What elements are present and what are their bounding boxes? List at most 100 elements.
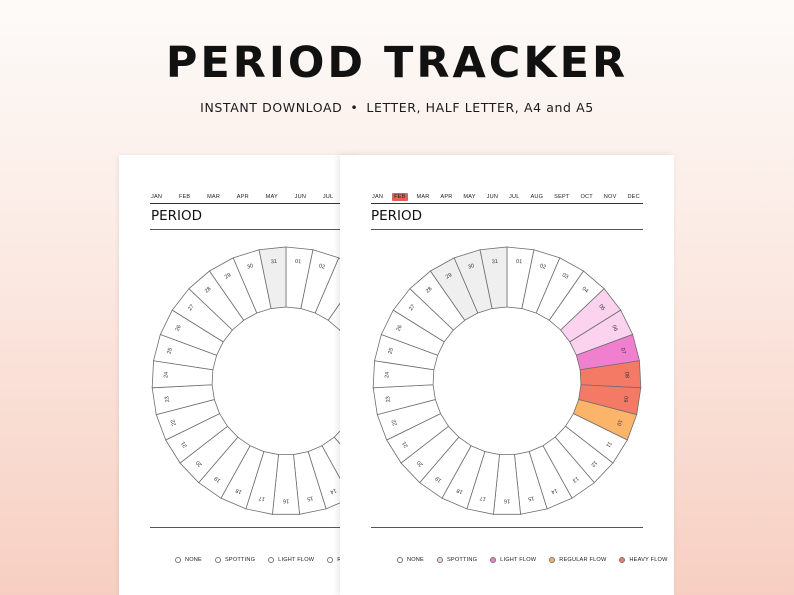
month-feb[interactable]: FEB [178, 194, 191, 200]
title-divider [150, 229, 359, 230]
day-label-12: 12 [589, 459, 598, 468]
day-label-31: 31 [492, 259, 499, 266]
legend-swatch-icon [268, 557, 275, 563]
title-divider [371, 229, 643, 230]
month-may[interactable]: MAY [265, 194, 278, 200]
month-apr[interactable]: APR [440, 194, 453, 200]
day-label-17: 17 [479, 495, 486, 502]
month-dec[interactable]: DEC [627, 194, 640, 200]
day-label-16: 16 [283, 498, 289, 504]
legend-label: SPOTTING [446, 557, 478, 563]
legend-swatch-icon [397, 557, 403, 563]
day-label-28: 28 [425, 286, 434, 295]
month-jul[interactable]: JUL [509, 194, 520, 200]
day-label-20: 20 [195, 459, 204, 468]
month-jun[interactable]: JUN [486, 194, 499, 200]
legend-swatch-icon [619, 557, 626, 563]
day-label-15: 15 [306, 495, 313, 502]
legend-label: LIGHT FLOW [500, 557, 537, 563]
month-mar[interactable]: MAR [207, 194, 221, 200]
day-label-03: 03 [561, 272, 569, 280]
month-divider [150, 203, 359, 204]
legend-swatch-icon [327, 557, 334, 563]
month-aug[interactable]: AUG [530, 194, 544, 200]
legend-swatch-icon [175, 557, 181, 563]
month-feb[interactable]: FEB [392, 193, 408, 201]
month-may[interactable]: MAY [463, 194, 476, 200]
month-oct[interactable]: OCT [580, 194, 593, 200]
sheet-title: PERIOD [371, 208, 423, 224]
month-mar[interactable]: MAR [416, 194, 430, 200]
day-label-04: 04 [581, 286, 590, 295]
cycle-wheel: 0102030405060708091011121314151617181920… [372, 246, 642, 515]
day-label-14: 14 [329, 487, 337, 495]
day-label-05: 05 [597, 304, 605, 313]
legend-label: SPOTTING [224, 557, 256, 563]
day-label-31: 31 [271, 259, 278, 266]
day-label-30: 30 [467, 263, 475, 271]
day-label-26: 26 [175, 324, 183, 332]
day-label-01: 01 [516, 259, 523, 266]
day-label-17: 17 [258, 495, 265, 502]
day-label-22: 22 [391, 419, 399, 427]
legend-label: HEAVY FLOW [629, 557, 668, 563]
day-segment-31[interactable] [258, 246, 287, 309]
day-label-23: 23 [164, 396, 171, 403]
day-label-13: 13 [571, 475, 579, 483]
day-label-08: 08 [623, 372, 629, 378]
legend-label: REGULAR FLOW [559, 557, 607, 563]
sheet-title: PERIOD [151, 208, 203, 224]
legend-item-light-flow: LIGHT FLOW [268, 557, 314, 563]
legend-swatch-icon [436, 557, 443, 563]
legend-item-spotting: SPOTTING [436, 557, 478, 563]
subtitle-download: INSTANT DOWNLOAD [200, 100, 343, 115]
day-label-02: 02 [539, 263, 547, 271]
day-label-25: 25 [388, 347, 395, 354]
day-label-22: 22 [170, 419, 178, 427]
cycle-wheel: 0102030405060708091011121314151617181920… [151, 246, 359, 515]
day-label-18: 18 [456, 487, 464, 495]
month-divider [371, 203, 643, 204]
month-jan[interactable]: JAN [372, 194, 384, 200]
subtitle-formats: LETTER, HALF LETTER, A4 and A5 [366, 100, 594, 115]
legend-item-regular-flow: REGULAR FLOW [549, 557, 606, 563]
legend-item-heavy-flow: HEAVY FLOW [619, 557, 667, 563]
month-jan[interactable]: JAN [151, 194, 163, 200]
day-label-26: 26 [396, 324, 404, 332]
bottom-divider [150, 527, 359, 528]
hero-subtitle: INSTANT DOWNLOAD • LETTER, HALF LETTER, A4… [0, 100, 794, 115]
legend-item-spotting: SPOTTING [214, 557, 256, 563]
day-label-01: 01 [295, 259, 302, 266]
legend-item-none: NONE [397, 557, 424, 563]
month-row: JAN FEB MAR APR MAY JUN JUL AUG SEPT OCT NOV DEC [370, 191, 642, 203]
legend-label: LIGHT FLOW [278, 557, 315, 563]
day-label-27: 27 [187, 304, 195, 313]
legend-swatch-icon [549, 557, 556, 563]
legend-item-light-flow: LIGHT FLOW [490, 557, 536, 563]
month-apr[interactable]: APR [236, 194, 249, 200]
month-jun[interactable]: JUN [294, 194, 307, 200]
day-segment-31[interactable] [479, 246, 508, 309]
flow-legend: NONE SPOTTING LIGHT FLOW REGULAR FLOW HEAVY … [397, 557, 668, 563]
day-label-07: 07 [619, 347, 626, 354]
legend-swatch-icon [214, 557, 221, 563]
bottom-divider [371, 527, 643, 528]
day-label-23: 23 [385, 396, 392, 403]
month-nov[interactable]: NOV [603, 194, 617, 200]
front-sheet: JAN FEB MAR APR MAY JUN JUL AUG SEPT OCT NOV DEC PE… [340, 155, 674, 595]
month-sept[interactable]: SEPT [554, 194, 570, 200]
day-label-19: 19 [434, 475, 442, 483]
day-label-02: 02 [318, 263, 326, 271]
day-label-15: 15 [527, 495, 534, 502]
day-label-30: 30 [246, 263, 254, 271]
day-label-06: 06 [610, 324, 618, 332]
day-label-09: 09 [622, 396, 629, 403]
legend-swatch-icon [490, 557, 497, 563]
day-label-24: 24 [384, 372, 390, 378]
month-jul[interactable]: JUL [322, 194, 334, 200]
subtitle-separator: • [350, 100, 359, 115]
day-label-20: 20 [416, 459, 425, 468]
